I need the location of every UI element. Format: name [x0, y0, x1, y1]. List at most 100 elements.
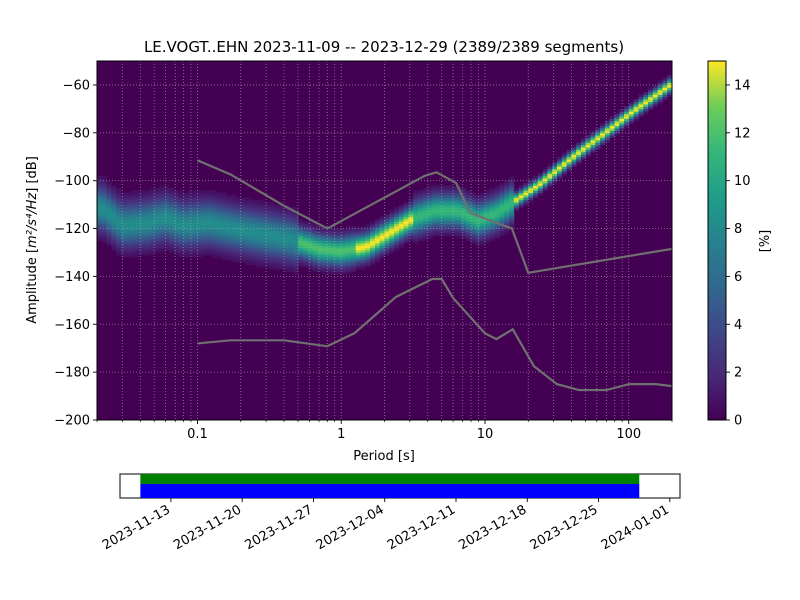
heatmap-cell — [576, 142, 582, 146]
heatmap-cell — [226, 230, 232, 234]
heatmap-cell — [221, 221, 227, 225]
heatmap-cell — [341, 235, 347, 239]
colorbar-gradient — [707, 60, 727, 421]
heatmap-cell — [231, 214, 237, 217]
heatmap-cell — [283, 259, 290, 263]
heatmap-cell — [355, 257, 361, 261]
heatmap-cell — [226, 252, 232, 256]
heatmap-cell — [168, 199, 175, 203]
heatmap-cell — [398, 228, 405, 232]
heatmap-cell — [149, 223, 155, 227]
heatmap-cell — [293, 264, 299, 268]
heatmap-cell — [212, 238, 218, 241]
heatmap-cell — [422, 235, 429, 239]
y-tick-label: −100 — [54, 174, 90, 189]
heatmap-cell — [240, 209, 246, 213]
heatmap-cell — [235, 214, 242, 217]
heatmap-cell — [135, 199, 141, 203]
heatmap-cell — [307, 242, 314, 246]
heatmap-cell — [259, 254, 266, 258]
heatmap-cell — [566, 163, 572, 167]
heatmap-cell — [355, 235, 361, 239]
heatmap-cell — [111, 206, 117, 210]
heatmap-cell — [557, 168, 563, 172]
heatmap-cell — [341, 233, 347, 237]
heatmap-cell — [590, 137, 596, 141]
heatmap-cell — [557, 163, 563, 167]
heatmap-cell — [600, 139, 606, 143]
heatmap-cell — [111, 235, 117, 239]
heatmap-cell — [408, 197, 414, 201]
heatmap-cell — [499, 183, 505, 186]
heatmap-cell — [485, 197, 491, 201]
heatmap-cell — [327, 266, 333, 270]
heatmap-cell — [154, 238, 160, 241]
heatmap-cell — [489, 221, 496, 225]
heatmap-cell — [259, 221, 266, 225]
heatmap-cell — [336, 266, 342, 270]
heatmap-cell — [235, 245, 242, 249]
heatmap-cell — [264, 204, 270, 208]
heatmap-cell — [279, 226, 285, 229]
heatmap-cell — [298, 242, 304, 246]
heatmap-cell — [283, 230, 290, 234]
heatmap-cell — [384, 230, 390, 234]
heatmap-cell — [341, 269, 347, 273]
heatmap-cell — [231, 228, 237, 232]
heatmap-cell — [465, 233, 472, 237]
heatmap-cell — [183, 226, 189, 229]
heatmap-cell — [446, 228, 452, 232]
heatmap-cell — [298, 223, 304, 227]
heatmap-cell — [149, 211, 155, 215]
heatmap-cell — [379, 221, 385, 225]
heatmap-cell — [317, 252, 323, 256]
heatmap-cell — [614, 130, 620, 134]
heatmap-cell — [638, 111, 644, 115]
heatmap-cell — [561, 171, 567, 174]
heatmap-cell — [499, 185, 505, 189]
heatmap-cell — [446, 202, 452, 205]
heatmap-cell — [116, 199, 122, 203]
heatmap-cell — [202, 216, 208, 220]
heatmap-cell — [528, 180, 534, 184]
heatmap-cell — [111, 242, 117, 246]
heatmap-cell — [149, 252, 155, 256]
heatmap-cell — [360, 240, 366, 244]
heatmap-cell — [245, 259, 251, 263]
heatmap-cell — [657, 101, 663, 105]
heatmap-cell — [120, 202, 127, 205]
heatmap-cell — [235, 252, 242, 256]
heatmap-cell — [231, 218, 237, 222]
heatmap-cell — [212, 202, 218, 205]
heatmap-cell — [159, 233, 165, 237]
heatmap-cell — [494, 197, 500, 201]
heatmap-cell — [475, 238, 481, 241]
heatmap-cell — [274, 226, 280, 229]
heatmap-cell — [317, 250, 323, 253]
heatmap-cell — [183, 206, 189, 210]
heatmap-cell — [303, 238, 309, 241]
heatmap-cell — [168, 228, 175, 232]
heatmap-cell — [461, 221, 467, 225]
heatmap-cell — [513, 209, 520, 213]
heatmap-cell — [197, 192, 203, 196]
heatmap-cell — [226, 216, 232, 220]
heatmap-cell — [633, 99, 639, 103]
heatmap-cell — [595, 137, 601, 141]
heatmap-cell — [264, 252, 270, 256]
heatmap-cell — [231, 209, 237, 213]
heatmap-cell — [106, 185, 112, 189]
x-axis: 0.1 1 10 100 — [96, 420, 673, 442]
heatmap-cell — [159, 250, 165, 253]
heatmap-cell — [245, 238, 251, 241]
heatmap-cell — [537, 185, 544, 189]
heatmap-cell — [446, 190, 452, 194]
heatmap-cell — [207, 250, 213, 253]
heatmap-cell — [283, 221, 290, 225]
heatmap-cell — [667, 92, 673, 95]
heatmap-cell — [240, 247, 246, 251]
heatmap-cell — [571, 149, 577, 153]
heatmap-cell — [125, 214, 131, 217]
heatmap-cell — [571, 144, 577, 148]
heatmap-cell — [130, 226, 136, 229]
